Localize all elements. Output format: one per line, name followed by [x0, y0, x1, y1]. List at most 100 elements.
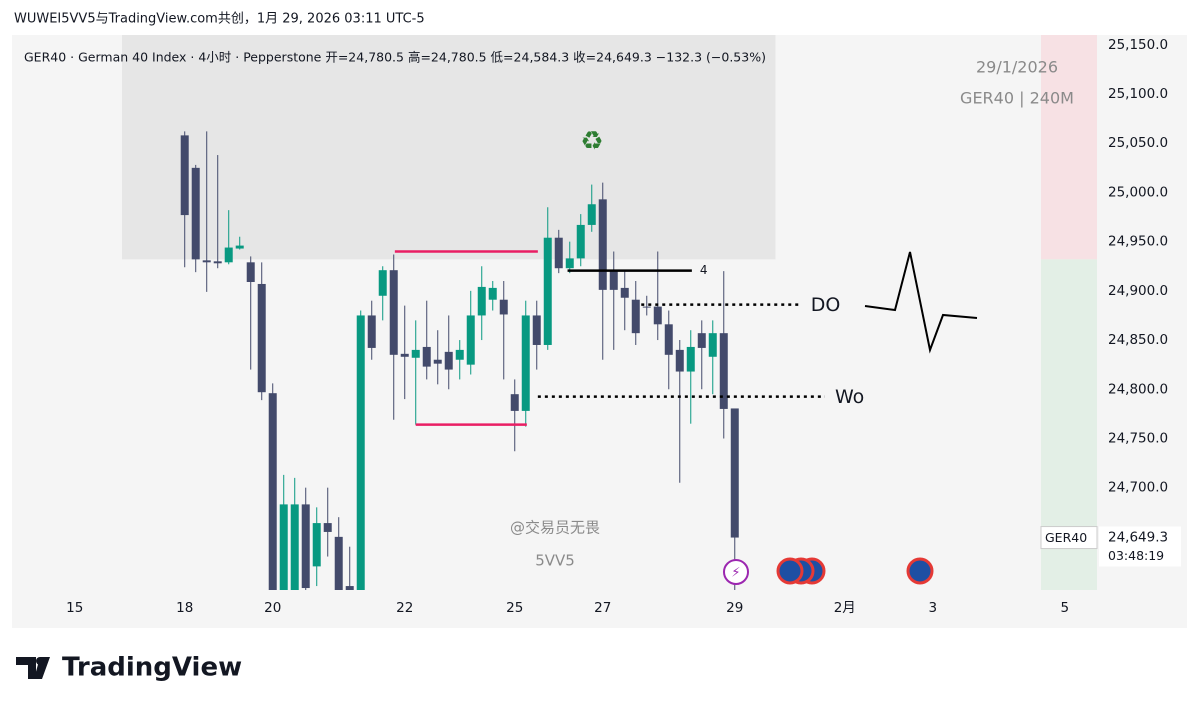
recycle-icon: ♻ — [580, 127, 603, 157]
candle-body — [609, 270, 618, 290]
candle-body — [191, 167, 200, 260]
candle-body — [389, 270, 398, 355]
x-tick-label: 3 — [928, 600, 937, 616]
candle-body — [675, 349, 684, 372]
symbol-label-box — [1040, 526, 1098, 550]
candle-body — [444, 351, 453, 370]
zigzag-drawing — [864, 251, 978, 354]
level-label: DO — [811, 294, 841, 316]
candle-body — [598, 199, 607, 290]
logo-mark — [16, 657, 50, 679]
candle-body — [543, 237, 552, 345]
y-tick-label: 24,950.0 — [1108, 234, 1168, 250]
candle-body — [202, 260, 211, 263]
candle-body — [719, 333, 728, 409]
candle-body — [378, 270, 387, 296]
candle-body — [554, 237, 563, 269]
y-tick-label: 25,000.0 — [1108, 184, 1168, 200]
axis-zone-upper — [1041, 35, 1097, 260]
last-price-label: 24,649.3 — [1108, 530, 1168, 546]
candle-body — [576, 224, 585, 259]
y-tick-label: 25,050.0 — [1108, 135, 1168, 151]
event-icon-glyph: ⚡ — [731, 566, 740, 581]
y-tick-label: 24,800.0 — [1108, 381, 1168, 397]
plot: 24,700.0 24,750.0 24,800.0 24,850.0 24,900.0… — [66, 35, 1181, 616]
y-tick-label: 25,150.0 — [1108, 37, 1168, 53]
candle-body — [279, 504, 288, 590]
price-label-box — [1099, 526, 1181, 567]
credit: 5VV5 — [535, 552, 575, 570]
x-tick-label: 15 — [66, 600, 83, 616]
candle-body — [532, 315, 541, 345]
candle-body — [488, 287, 497, 300]
candle-body — [400, 353, 409, 357]
header: WUWEI5VV5与TradingView.com共创，1月 29, 2026 … — [14, 12, 425, 27]
x-tick-label: 25 — [506, 600, 523, 616]
event-icons: ⚡ — [723, 557, 934, 585]
credit: @交易员无畏 — [510, 519, 600, 537]
series — [122, 35, 776, 590]
candle-body — [334, 536, 343, 590]
candle-body — [433, 359, 442, 364]
candle-body — [411, 349, 420, 358]
candle-body — [565, 258, 574, 269]
logo-mark — [36, 657, 44, 665]
candle-body — [213, 261, 222, 264]
event-icon[interactable] — [906, 557, 934, 585]
symbol-label: GER40 — [1045, 530, 1087, 545]
candle-body — [664, 324, 673, 355]
candle-body — [708, 333, 717, 357]
candle-body — [631, 299, 640, 334]
candle-body — [246, 262, 255, 282]
subtitle: GER40 · German 40 Index · 4小时 · Pepperst… — [24, 50, 766, 65]
candle-body — [697, 333, 706, 348]
candle-body — [620, 287, 629, 298]
candle-body — [312, 523, 321, 567]
candle-body — [257, 283, 266, 393]
x-tick-label: 20 — [264, 600, 281, 616]
candle-body — [642, 306, 651, 308]
candle-body — [356, 315, 365, 590]
candle-body — [686, 346, 695, 372]
level-label: Wo — [835, 386, 864, 408]
x-tick-label: 2月 — [834, 600, 856, 616]
y-tick-label: 24,700.0 — [1108, 480, 1168, 496]
candle-body — [345, 586, 354, 590]
candle-body — [653, 306, 662, 325]
event-icon[interactable] — [776, 557, 804, 585]
candle-body — [455, 349, 464, 360]
candle-body — [323, 523, 332, 532]
candle-body — [521, 315, 530, 411]
y-tick-label: 24,850.0 — [1108, 332, 1168, 348]
x-tick-label: 22 — [396, 600, 413, 616]
candle-body — [587, 204, 596, 225]
x-tick-label: 5 — [1060, 600, 1069, 616]
candle-body — [235, 245, 244, 249]
watermark: GER40 | 240M — [960, 89, 1074, 108]
candle-body — [180, 135, 189, 216]
x-tick-label: 29 — [726, 600, 743, 616]
candle-body — [466, 315, 475, 365]
candle-body — [477, 286, 486, 316]
countdown: 03:48:19 — [1108, 548, 1164, 563]
candle-body — [224, 247, 233, 263]
candle-body — [499, 299, 508, 315]
candle-body — [301, 504, 310, 589]
x-tick-label: 18 — [176, 600, 193, 616]
y-tick-label: 24,750.0 — [1108, 430, 1168, 446]
zone — [122, 35, 776, 260]
candle-body — [422, 346, 431, 367]
y-tick-label: 24,900.0 — [1108, 283, 1168, 299]
event-icon[interactable] — [723, 559, 749, 585]
y-tick-label: 25,100.0 — [1108, 86, 1168, 102]
watermark: 29/1/2026 — [976, 58, 1058, 77]
logo-text: TradingView — [62, 653, 242, 683]
candle-body — [510, 394, 519, 411]
candle-body — [268, 393, 277, 590]
level-label: 4 — [700, 263, 708, 277]
candle-body — [730, 408, 739, 538]
candle-body — [290, 504, 299, 590]
logo: TradingView — [16, 653, 242, 683]
candle-body — [367, 315, 376, 348]
